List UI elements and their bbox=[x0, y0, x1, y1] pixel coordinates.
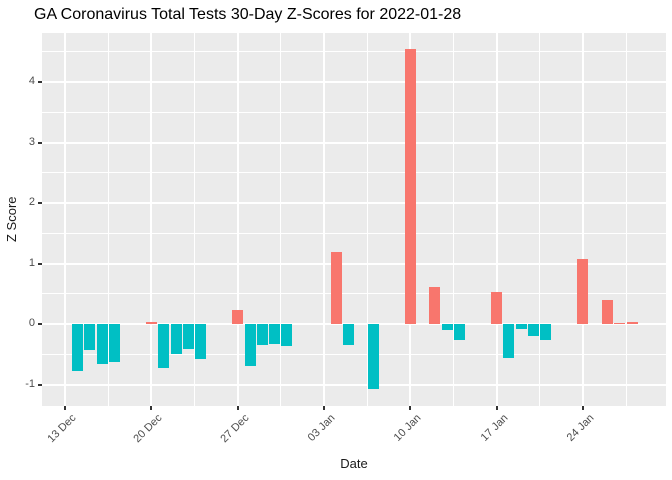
zscore-bar bbox=[540, 324, 552, 340]
zscore-bar bbox=[256, 324, 268, 345]
zscore-bar bbox=[602, 300, 614, 325]
gridline-minor-vertical bbox=[107, 33, 109, 406]
y-tick-label: 1 bbox=[28, 256, 35, 269]
zscore-bar bbox=[269, 324, 281, 344]
gridline-minor-horizontal bbox=[42, 51, 666, 53]
zscore-bar bbox=[614, 323, 626, 325]
gridline-major-horizontal bbox=[42, 262, 666, 265]
x-tick-mark bbox=[495, 406, 498, 410]
zscore-bar bbox=[84, 324, 96, 350]
x-axis-title: Date bbox=[340, 456, 368, 471]
gridline-major-horizontal bbox=[42, 202, 666, 205]
zscore-bar bbox=[626, 321, 638, 325]
y-tick-mark bbox=[38, 141, 42, 144]
zscore-bar bbox=[367, 324, 379, 390]
y-tick-mark bbox=[38, 323, 42, 326]
y-tick-label: 4 bbox=[28, 75, 35, 88]
x-tick-mark bbox=[581, 406, 584, 410]
gridline-minor-vertical bbox=[280, 33, 282, 406]
zscore-bar bbox=[503, 324, 515, 359]
gridline-major-vertical bbox=[495, 33, 498, 406]
gridline-minor-vertical bbox=[194, 33, 196, 406]
zscore-bar bbox=[491, 292, 503, 325]
zscore-bar bbox=[182, 324, 194, 350]
gridline-minor-horizontal bbox=[42, 354, 666, 356]
y-tick-label: 0 bbox=[28, 317, 35, 330]
x-tick-mark bbox=[64, 406, 67, 410]
x-tick-mark bbox=[236, 406, 239, 410]
gridline-minor-vertical bbox=[625, 33, 627, 406]
gridline-minor-horizontal bbox=[42, 293, 666, 295]
gridline-minor-vertical bbox=[539, 33, 541, 406]
chart-title: GA Coronavirus Total Tests 30-Day Z-Scor… bbox=[34, 6, 462, 23]
zscore-bar bbox=[515, 324, 527, 330]
zscore-bar bbox=[441, 324, 453, 330]
y-tick-mark bbox=[38, 202, 42, 205]
zscore-bar bbox=[71, 324, 83, 371]
gridline-major-horizontal bbox=[42, 141, 666, 144]
y-tick-mark bbox=[38, 383, 42, 386]
gridline-minor-horizontal bbox=[42, 111, 666, 113]
y-tick-mark bbox=[38, 81, 42, 84]
zscore-bar bbox=[158, 324, 170, 368]
zscore-bar bbox=[281, 324, 293, 347]
y-axis-title: Z Score bbox=[4, 196, 19, 242]
gridline-major-vertical bbox=[236, 33, 239, 406]
zscore-bar bbox=[195, 324, 207, 359]
zscore-bar bbox=[454, 324, 466, 340]
gridline-major-vertical bbox=[322, 33, 325, 406]
zscore-bar bbox=[528, 324, 540, 337]
gridline-minor-vertical bbox=[452, 33, 454, 406]
gridline-major-horizontal bbox=[42, 383, 666, 386]
gridline-minor-horizontal bbox=[42, 172, 666, 174]
y-tick-mark bbox=[38, 262, 42, 265]
gridline-major-vertical bbox=[150, 33, 153, 406]
gridline-major-vertical bbox=[581, 33, 584, 406]
zscore-bar bbox=[343, 324, 355, 345]
plot-panel bbox=[42, 33, 666, 406]
y-tick-label: 3 bbox=[28, 135, 35, 148]
zscore-bar bbox=[244, 324, 256, 367]
gridline-minor-horizontal bbox=[42, 232, 666, 234]
x-tick-mark bbox=[150, 406, 153, 410]
zscore-bar bbox=[170, 324, 182, 354]
zscore-bar bbox=[108, 324, 120, 363]
zscore-bar bbox=[232, 310, 244, 325]
zscore-bar bbox=[577, 258, 589, 325]
zscore-bar bbox=[145, 321, 157, 325]
y-tick-label: 2 bbox=[28, 196, 35, 209]
zscore-bar bbox=[404, 49, 416, 325]
zscore-bar bbox=[429, 286, 441, 325]
gridline-minor-vertical bbox=[366, 33, 368, 406]
gridline-major-vertical bbox=[64, 33, 67, 406]
gridline-major-horizontal bbox=[42, 81, 666, 84]
zscore-bar bbox=[96, 324, 108, 365]
zscore-bar bbox=[330, 252, 342, 325]
x-tick-mark bbox=[322, 406, 325, 410]
y-tick-label: -1 bbox=[25, 377, 35, 390]
x-tick-mark bbox=[409, 406, 412, 410]
